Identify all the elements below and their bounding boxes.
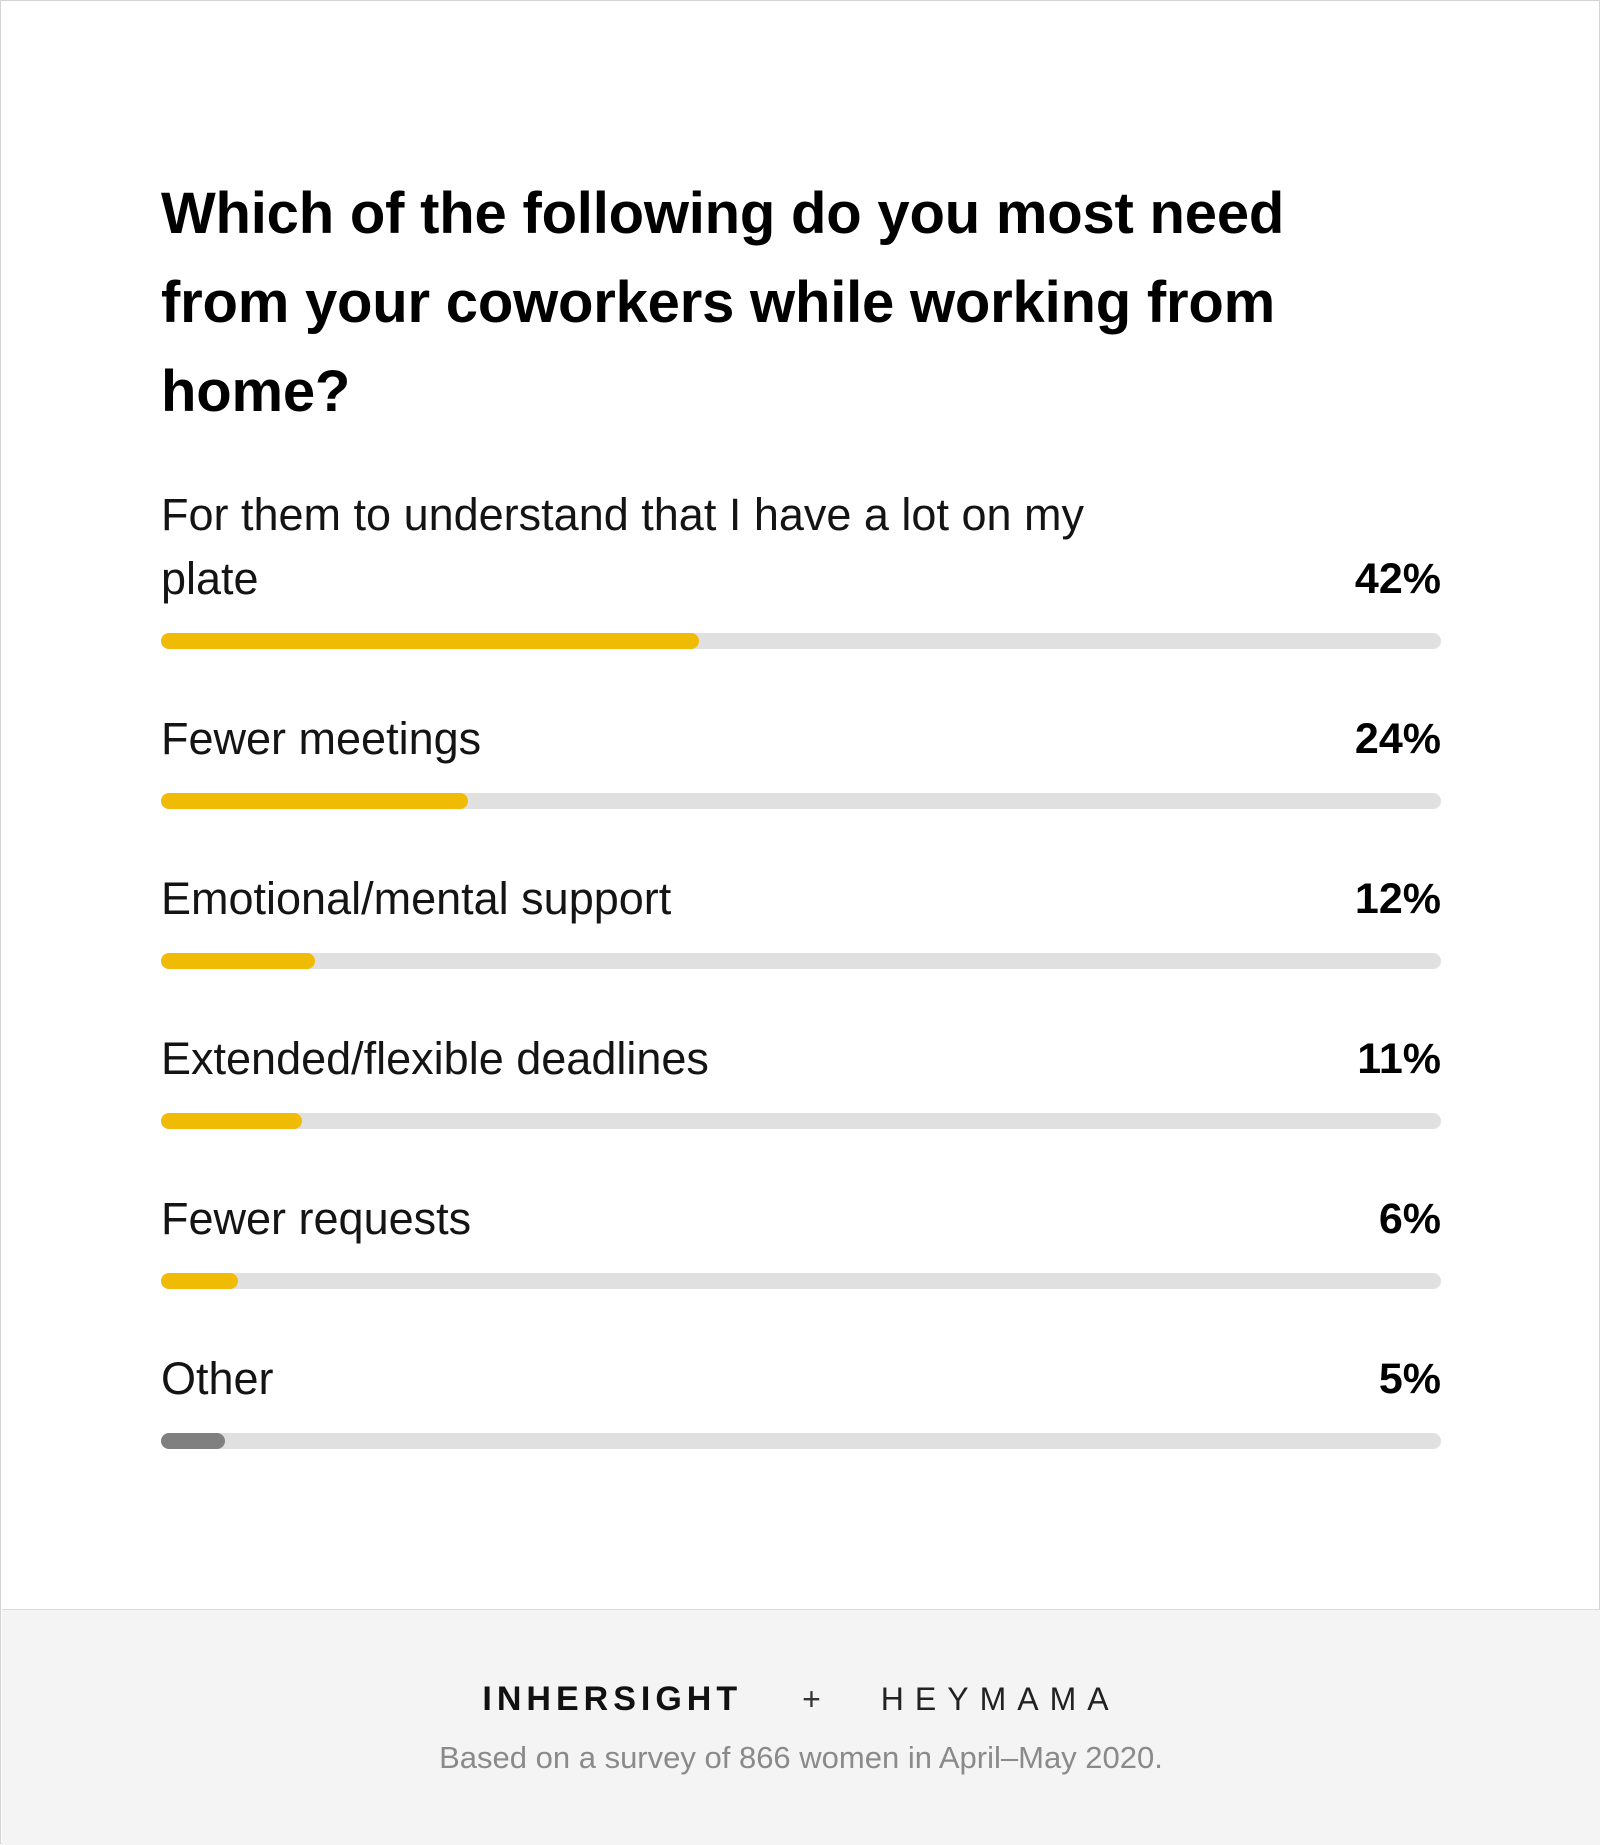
- bar-list: For them to understand that I have a lot…: [1, 1, 1600, 1601]
- bar-label: Emotional/mental support: [161, 873, 672, 924]
- bar-track: [161, 953, 1441, 969]
- bar-row: Extended/flexible deadlines 11%: [161, 969, 1441, 1129]
- bar-track: [161, 793, 1441, 809]
- bar-label: Extended/flexible deadlines: [161, 1033, 709, 1084]
- bar-row: Fewer meetings 24%: [161, 649, 1441, 809]
- bar-track: [161, 1433, 1441, 1449]
- bar-label: Fewer meetings: [161, 713, 482, 764]
- bar-fill: [161, 1433, 225, 1449]
- bar-row: Emotional/mental support 12%: [161, 809, 1441, 969]
- bar-fill: [161, 953, 315, 969]
- bar-row: For them to understand that I have a lot…: [161, 489, 1441, 649]
- chart-title: Which of the following do you most need …: [161, 181, 1285, 424]
- bar-fill: [161, 1113, 302, 1129]
- bar-value-label: 12%: [1354, 875, 1441, 923]
- bar-label: Fewer requests: [161, 1193, 472, 1244]
- brand-lockup: INHERSIGHT + HEYMAMA: [2, 1680, 1600, 1719]
- bar-fill: [161, 1273, 238, 1289]
- bar-label: Other: [161, 1353, 274, 1404]
- bar-track: [161, 633, 1441, 649]
- bar-fill: [161, 633, 699, 649]
- bar-value-label: 24%: [1354, 715, 1441, 763]
- survey-note: Based on a survey of 866 women in April–…: [439, 1740, 1163, 1775]
- bar-track: [161, 1273, 1441, 1289]
- bar-track: [161, 1113, 1441, 1129]
- inhersight-logo: INHERSIGHT: [482, 1680, 743, 1718]
- plus-separator: +: [802, 1681, 821, 1717]
- bar-row: Other 5%: [161, 1289, 1441, 1449]
- bar-row: Fewer requests 6%: [161, 1129, 1441, 1289]
- bar-value-label: 42%: [1354, 555, 1441, 603]
- bar-value-label: 6%: [1378, 1195, 1441, 1243]
- bar-value-label: 11%: [1357, 1035, 1441, 1083]
- bar-value-label: 5%: [1378, 1355, 1441, 1403]
- footer: INHERSIGHT + HEYMAMA Based on a survey o…: [2, 1609, 1600, 1845]
- heymama-logo: HEYMAMA: [880, 1681, 1120, 1717]
- bar-label: For them to understand that I have a lot…: [161, 489, 1085, 604]
- bar-fill: [161, 793, 468, 809]
